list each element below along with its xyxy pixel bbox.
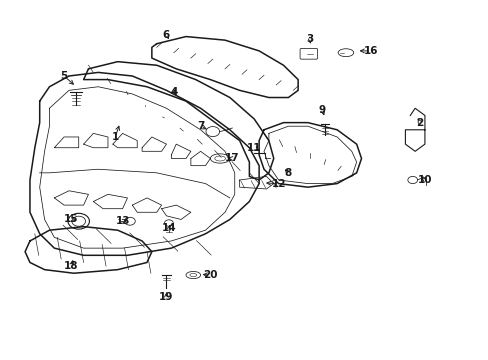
Text: 11: 11 (246, 143, 261, 153)
Text: 16: 16 (363, 46, 378, 56)
Text: 5: 5 (61, 71, 67, 81)
Text: 9: 9 (318, 105, 325, 115)
Text: 10: 10 (417, 175, 431, 185)
Text: 13: 13 (115, 216, 130, 226)
Text: 1: 1 (111, 132, 119, 142)
Text: 8: 8 (284, 168, 291, 178)
Text: 15: 15 (64, 215, 79, 224)
Text: 17: 17 (224, 153, 239, 163)
Text: 4: 4 (170, 87, 177, 97)
Text: 2: 2 (416, 118, 423, 128)
Text: 18: 18 (64, 261, 79, 271)
Text: 7: 7 (197, 121, 204, 131)
Text: 14: 14 (161, 224, 176, 233)
Text: 19: 19 (159, 292, 173, 302)
Text: 3: 3 (306, 34, 313, 44)
Text: 6: 6 (163, 30, 170, 40)
Text: 20: 20 (203, 270, 217, 280)
Text: 12: 12 (271, 179, 285, 189)
